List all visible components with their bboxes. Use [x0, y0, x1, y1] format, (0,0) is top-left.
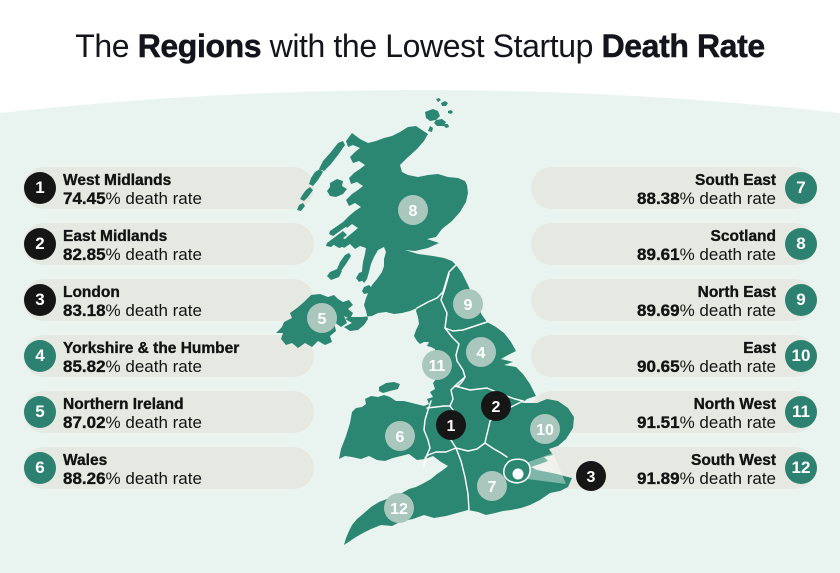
svg-text:4: 4 — [477, 345, 486, 362]
svg-text:7: 7 — [488, 479, 497, 496]
svg-text:11: 11 — [429, 358, 446, 375]
svg-text:12: 12 — [390, 501, 408, 518]
svg-text:8: 8 — [409, 203, 418, 220]
svg-text:3: 3 — [587, 469, 596, 486]
svg-text:6: 6 — [396, 429, 405, 446]
svg-text:2: 2 — [492, 399, 501, 416]
svg-text:5: 5 — [318, 311, 327, 328]
svg-text:9: 9 — [464, 297, 473, 314]
svg-text:1: 1 — [447, 418, 456, 435]
svg-text:10: 10 — [536, 422, 554, 439]
